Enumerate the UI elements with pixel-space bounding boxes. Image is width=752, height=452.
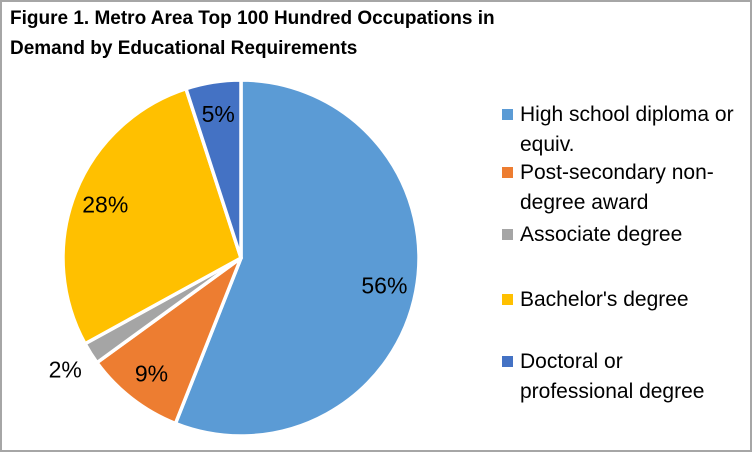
- legend-item: Doctoral or professional degree: [502, 347, 750, 407]
- legend-swatch-icon: [502, 294, 513, 305]
- pie-slice-1: [95, 256, 243, 426]
- legend-label: Post-secondary non- degree award: [520, 161, 714, 214]
- legend-label: Doctoral or professional degree: [520, 350, 705, 403]
- legend-label: Bachelor's degree: [520, 288, 689, 311]
- legend-item: Associate degree: [502, 220, 750, 250]
- legend-item: Bachelor's degree: [502, 285, 750, 315]
- pie-data-label: 28%: [82, 191, 128, 217]
- legend-swatch-icon: [502, 167, 513, 178]
- legend-label: Associate degree: [520, 223, 683, 246]
- legend-swatch-icon: [502, 229, 513, 240]
- pie-data-label: 2%: [49, 357, 82, 383]
- pie-slice-4: [184, 78, 243, 260]
- pie-slice-3: [61, 86, 243, 346]
- legend-item: Post-secondary non- degree award: [502, 158, 750, 218]
- legend-swatch-icon: [502, 356, 513, 367]
- legend-label: High school diploma or equiv.: [520, 103, 734, 156]
- pie-data-label: 9%: [135, 360, 168, 386]
- legend-item: High school diploma or equiv.: [502, 100, 750, 160]
- legend-swatch-icon: [502, 109, 513, 120]
- pie-data-label: 5%: [202, 101, 235, 127]
- pie-data-label: 56%: [361, 272, 407, 298]
- figure-title: Figure 1. Metro Area Top 100 Hundred Occ…: [10, 8, 495, 59]
- pie-slice-0: [173, 78, 421, 438]
